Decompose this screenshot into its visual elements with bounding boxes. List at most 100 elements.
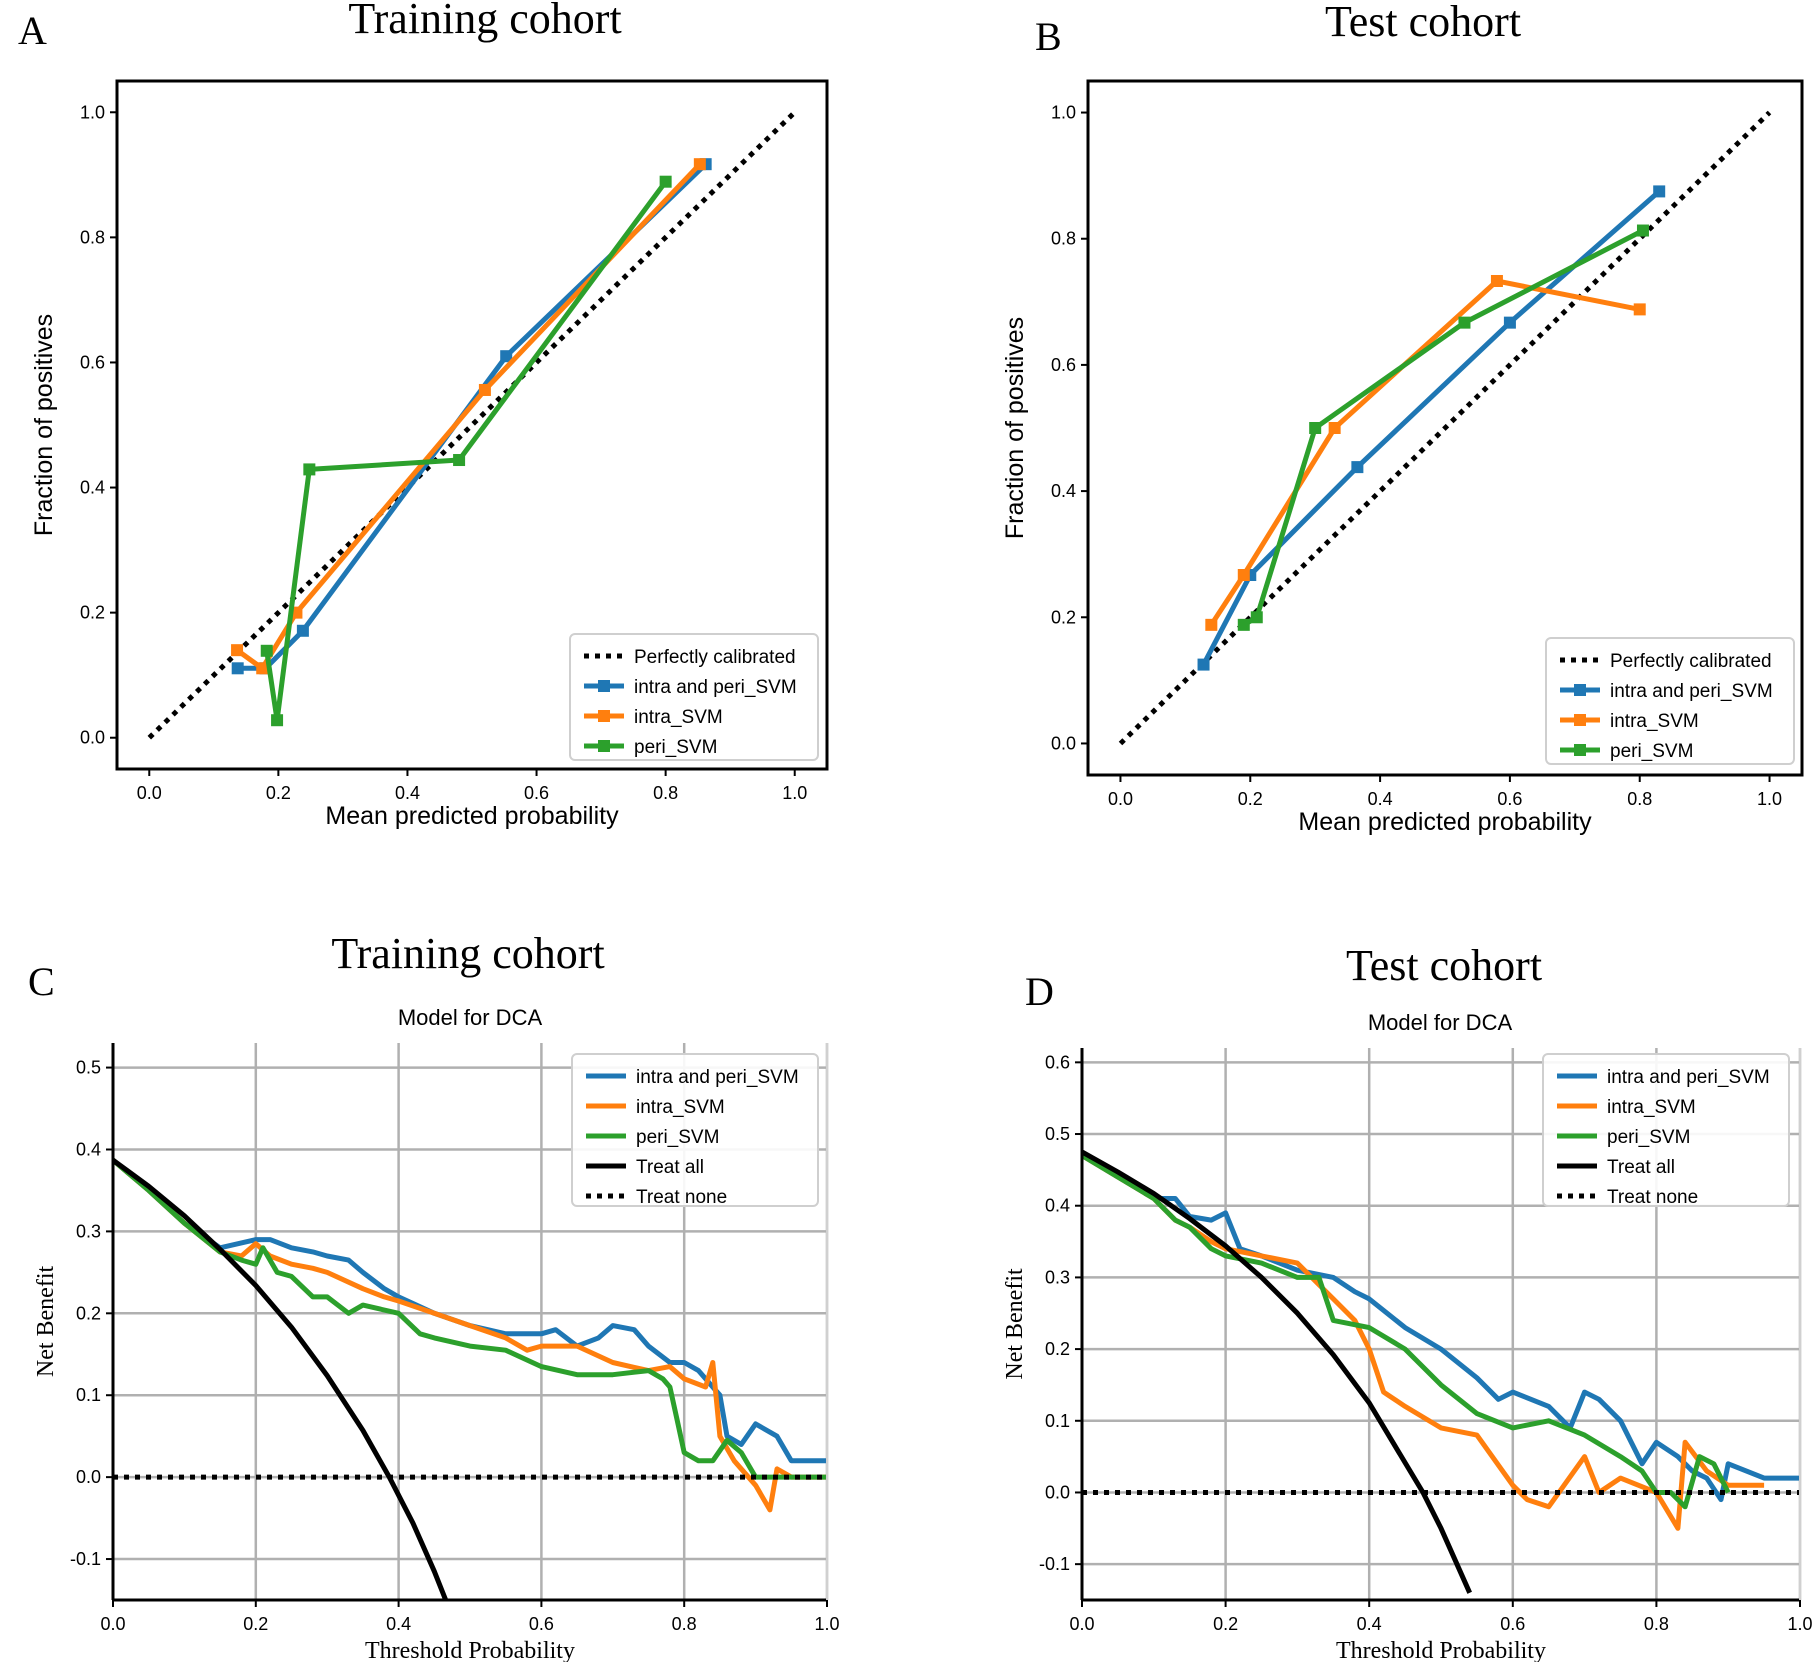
legend-label: Treat none [636, 1187, 727, 1208]
x-tick-label: 0.8 [653, 783, 678, 803]
x-tick-label: 0.6 [1497, 789, 1522, 809]
data-point-intra-svm [478, 383, 491, 396]
series-line-treat-all [1082, 1149, 1472, 1594]
x-tick-label: 0.6 [529, 1614, 554, 1634]
x-tick-label: 0.6 [524, 783, 549, 803]
legend-label: Perfectly calibrated [1610, 651, 1772, 672]
legend-box [571, 1053, 819, 1207]
y-tick-label: 0.0 [1051, 733, 1076, 753]
y-tick-label: 0.6 [1051, 355, 1076, 375]
data-point-intra-and-peri-svm [231, 662, 244, 675]
legend: intra and peri_SVM intra_SVM peri_SVM Treat… [1542, 1053, 1790, 1208]
y-tick-label: -0.1 [70, 1549, 101, 1569]
data-point-peri-svm [303, 463, 316, 476]
y-tick-label: 0.2 [80, 603, 105, 623]
panel-letter: D [1025, 969, 1054, 1014]
legend-marker [598, 680, 610, 692]
data-point-peri-svm [260, 644, 273, 657]
panel-letter: C [28, 959, 55, 1004]
legend: Perfectly calibrated intra and peri_SVMin… [1545, 637, 1795, 765]
legend-label: intra and peri_SVM [1607, 1067, 1770, 1088]
data-point-intra-svm [1237, 569, 1250, 582]
y-tick-label: 0.4 [80, 478, 105, 498]
x-axis-label: Mean predicted probability [325, 802, 619, 830]
data-point-intra-and-peri-svm [1351, 461, 1364, 474]
legend-label: intra and peri_SVM [634, 677, 797, 698]
panel-b: B Test cohort 0.0 0.2 0.4 0.6 0.8 1.0 0.0 0.2 0.4 0… [1001, 0, 1804, 836]
x-tick-label: 0.0 [1069, 1614, 1094, 1634]
panel-title: Test cohort [1325, 0, 1521, 46]
y-tick-label: 0.4 [76, 1139, 101, 1159]
data-point-peri-svm [1636, 224, 1649, 237]
x-tick-label: 0.4 [1368, 789, 1393, 809]
legend-label: Treat all [1607, 1157, 1675, 1178]
series-line-intra-svm [1209, 278, 1641, 627]
legend-label: intra_SVM [1610, 711, 1699, 732]
x-tick-label: 0.8 [1627, 789, 1652, 809]
panel-d: D Test cohort Model for DCA 0.0 0.2 0.4 0.6 0.8… [1002, 941, 1813, 1662]
data-point-intra-and-peri-svm [1197, 658, 1210, 671]
x-tick-label: 0.4 [386, 1614, 411, 1634]
x-tick-label: 0.0 [100, 1614, 125, 1634]
x-tick-label: 1.0 [1757, 789, 1782, 809]
x-tick-label: 0.0 [137, 783, 162, 803]
y-axis-label: Net Benefit [1002, 1268, 1028, 1380]
y-tick-label: 0.1 [76, 1385, 101, 1405]
x-tick-label: 0.0 [1108, 789, 1133, 809]
legend-box [1545, 637, 1795, 765]
y-tick-label: 0.8 [1051, 229, 1076, 249]
legend-marker [598, 710, 610, 722]
series-line-intra-svm [113, 1158, 827, 1513]
x-tick-label: 0.2 [1238, 789, 1263, 809]
x-axis-label: Threshold Probability [1336, 1638, 1546, 1662]
y-tick-label: 0.6 [1045, 1052, 1070, 1072]
series-line-treat-all [113, 1158, 449, 1600]
x-tick-label: 0.4 [395, 783, 420, 803]
legend-label: peri_SVM [1607, 1127, 1690, 1148]
legend-marker [1574, 744, 1586, 756]
data-point-peri-svm [659, 175, 672, 188]
y-axis-label: Fraction of positives [30, 314, 58, 536]
y-axis-label: Net Benefit [33, 1266, 59, 1378]
x-tick-label: 1.0 [782, 783, 807, 803]
panel-letter: B [1035, 14, 1062, 59]
data-point-intra-svm [1633, 303, 1646, 316]
y-tick-label: 0.3 [76, 1221, 101, 1241]
legend-label: peri_SVM [1610, 741, 1693, 762]
x-tick-label: 0.2 [243, 1614, 268, 1634]
y-tick-label: 0.6 [80, 352, 105, 372]
series-group [1118, 110, 1772, 746]
data-point-peri-svm [1250, 611, 1263, 624]
y-tick-label: 0.2 [76, 1303, 101, 1323]
series-line-intra-and-peri-svm [113, 1158, 827, 1464]
panel-a: A Training cohort 0.0 0.2 0.4 0.6 0.8 1.0 0.0 0.2… [18, 0, 829, 830]
legend-marker [1574, 714, 1586, 726]
legend-box [569, 633, 819, 761]
x-tick-label: 1.0 [1787, 1614, 1812, 1634]
data-point-intra-svm [693, 158, 706, 171]
data-point-intra-svm [1205, 618, 1218, 631]
y-tick-label: 0.1 [1045, 1411, 1070, 1431]
panel-letter: A [18, 8, 47, 53]
data-point-peri-svm [453, 454, 466, 467]
y-tick-label: 0.0 [1045, 1482, 1070, 1502]
panel-title: Test cohort [1346, 941, 1542, 990]
x-tick-label: 0.4 [1357, 1614, 1382, 1634]
data-point-peri-svm [1458, 316, 1471, 329]
data-point-intra-and-peri-svm [500, 350, 513, 363]
x-tick-label: 0.8 [1644, 1614, 1669, 1634]
x-tick-label: 0.2 [1213, 1614, 1238, 1634]
legend: intra and peri_SVM intra_SVM peri_SVM Treat… [571, 1053, 819, 1208]
series-line-intra-and-peri-svm [1082, 1153, 1800, 1503]
series-line-intra-and-peri-svm [237, 162, 708, 671]
data-point-intra-and-peri-svm [1503, 316, 1516, 329]
x-tick-label: 0.8 [672, 1614, 697, 1634]
panel-c: C Training cohort Model for DCA 0.0 0.2 0.4 0.… [28, 929, 840, 1662]
data-point-peri-svm [1309, 422, 1322, 434]
legend-label: intra and peri_SVM [636, 1067, 799, 1088]
y-tick-label: 0.4 [1051, 481, 1076, 501]
legend-label: Treat all [636, 1157, 704, 1178]
x-axis-label: Mean predicted probability [1298, 808, 1592, 836]
y-axis-label: Fraction of positives [1001, 317, 1029, 539]
y-tick-label: 1.0 [80, 102, 105, 122]
